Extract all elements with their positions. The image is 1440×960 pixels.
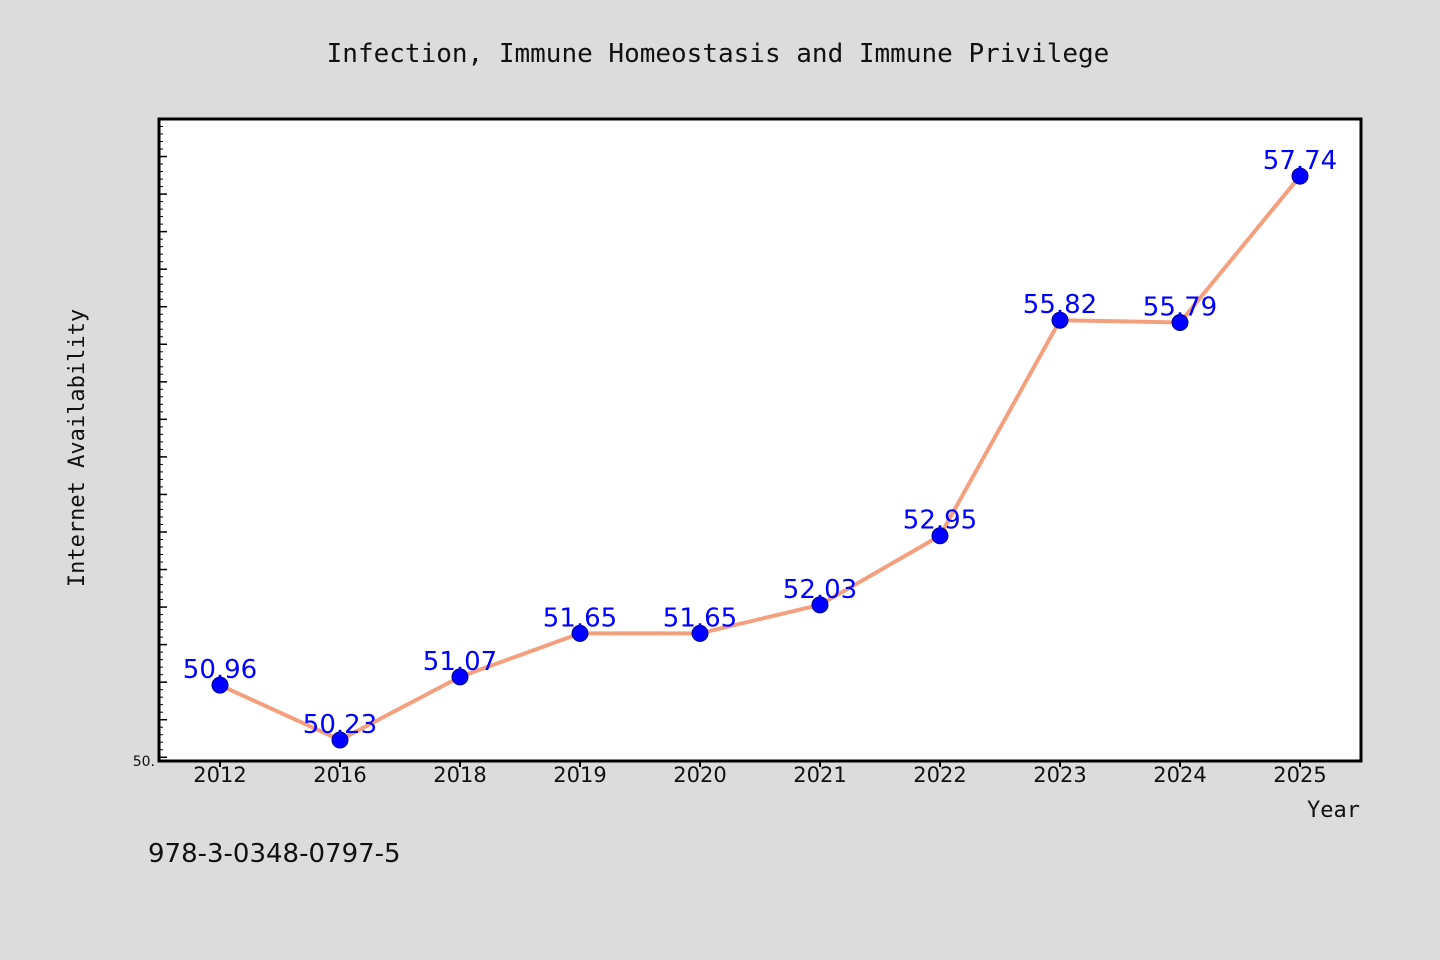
data-label: 50.23 xyxy=(303,710,377,740)
data-label: 51.07 xyxy=(423,647,497,677)
chart-title: Infection, Immune Homeostasis and Immune… xyxy=(327,39,1110,69)
data-label: 50.96 xyxy=(183,655,257,685)
data-label: 55.82 xyxy=(1023,290,1097,320)
x-tick-label: 2020 xyxy=(673,763,726,787)
data-point xyxy=(1051,311,1069,329)
data-point xyxy=(571,624,589,642)
y-axis-ticks xyxy=(159,118,167,758)
data-label: 52.03 xyxy=(783,575,857,605)
y-tick-label: 50. xyxy=(133,754,155,770)
x-tick-label: 2021 xyxy=(793,763,846,787)
x-tick-label: 2025 xyxy=(1273,763,1326,787)
x-tick-label: 2018 xyxy=(433,763,486,787)
series-path xyxy=(219,174,1302,742)
x-tick-label: 2012 xyxy=(193,763,246,787)
data-point xyxy=(931,527,949,545)
x-axis-ticks: 2012 2016 2018 2019 2020 2021 2022 2023 2024 2025 xyxy=(193,761,1327,787)
x-tick-label: 2024 xyxy=(1153,763,1206,787)
data-point xyxy=(1291,167,1309,185)
data-point xyxy=(451,668,469,686)
x-tick-label: 2019 xyxy=(553,763,606,787)
x-tick-label: 2016 xyxy=(313,763,366,787)
data-point xyxy=(331,731,349,749)
data-label: 57.74 xyxy=(1263,146,1337,176)
x-tick-label: 2022 xyxy=(913,763,966,787)
series-line: 50.96 50.23 51.07 51.65 51.65 52.03 52.95 55.82… xyxy=(183,146,1337,749)
data-point xyxy=(811,596,829,614)
x-axis-label: Year xyxy=(1307,798,1360,823)
data-label: 51.65 xyxy=(663,603,737,633)
data-label: 52.95 xyxy=(903,506,977,536)
y-axis-label: Internet Availability xyxy=(65,309,90,587)
x-tick-label: 2023 xyxy=(1033,763,1086,787)
data-label: 51.65 xyxy=(543,603,617,633)
data-point xyxy=(691,624,709,642)
data-point xyxy=(1171,313,1189,331)
plot-area xyxy=(157,117,1363,763)
isbn-text: 978-3-0348-0797-5 xyxy=(148,839,401,869)
data-point xyxy=(211,676,229,694)
data-label: 55.79 xyxy=(1143,292,1217,322)
